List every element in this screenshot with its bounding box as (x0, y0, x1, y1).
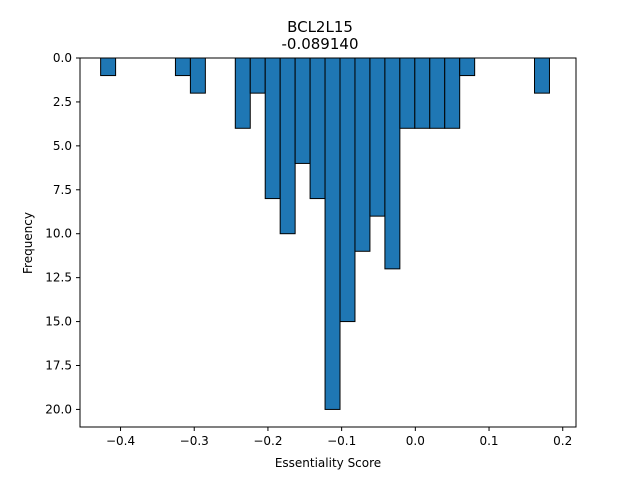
histogram-bar (189, 57, 206, 94)
histogram-bar (354, 57, 371, 252)
y-tick-label: 17.5 (45, 359, 72, 373)
x-tick-label: 0.1 (479, 434, 498, 448)
histogram-bar (309, 57, 326, 200)
histogram-bar (534, 57, 550, 94)
plot-area-frame (79, 57, 577, 428)
histogram-bar (100, 57, 117, 77)
histogram-bar (249, 57, 266, 94)
chart-title: BCL2L15 (287, 18, 353, 36)
histogram-bar (294, 57, 311, 164)
histogram-bar (234, 57, 251, 129)
y-axis-label: Frequency (21, 212, 35, 274)
histogram-bar (174, 57, 191, 77)
histogram-bar (279, 57, 296, 235)
histogram-bar (324, 57, 341, 410)
histogram-bar (414, 57, 431, 129)
y-tick-label: 15.0 (45, 315, 72, 329)
x-tick-label: 0.2 (553, 434, 572, 448)
histogram-bar (369, 57, 386, 217)
x-tick-label: −0.1 (327, 434, 356, 448)
y-tick-label: 0.0 (53, 51, 72, 65)
histogram-bar (384, 57, 401, 270)
y-tick-label: 2.5 (53, 95, 72, 109)
histogram-bars (100, 57, 550, 410)
y-tick-label: 7.5 (53, 183, 72, 197)
histogram-bar (339, 57, 356, 323)
histogram-bar (264, 57, 281, 200)
x-axis-ticks: −0.4 −0.3 −0.2 −0.1 0.0 0.1 0.2 (106, 427, 572, 448)
histogram-bar (399, 57, 416, 129)
y-tick-label: 10.0 (45, 227, 72, 241)
y-tick-label: 5.0 (53, 139, 72, 153)
y-axis-ticks: 0.0 2.5 5.0 7.5 10.0 12.5 15.0 17.5 20.0 (45, 51, 80, 416)
x-tick-label: −0.3 (180, 434, 209, 448)
x-tick-label: 0.0 (406, 434, 425, 448)
histogram-bar (429, 57, 446, 129)
y-tick-label: 12.5 (45, 271, 72, 285)
x-tick-label: −0.2 (253, 434, 282, 448)
x-axis-label: Essentiality Score (275, 456, 381, 470)
chart-subtitle: -0.089140 (282, 35, 359, 53)
y-tick-label: 20.0 (45, 402, 72, 416)
histogram-bar (444, 57, 461, 129)
x-tick-label: −0.4 (106, 434, 135, 448)
histogram-bar (459, 57, 476, 77)
